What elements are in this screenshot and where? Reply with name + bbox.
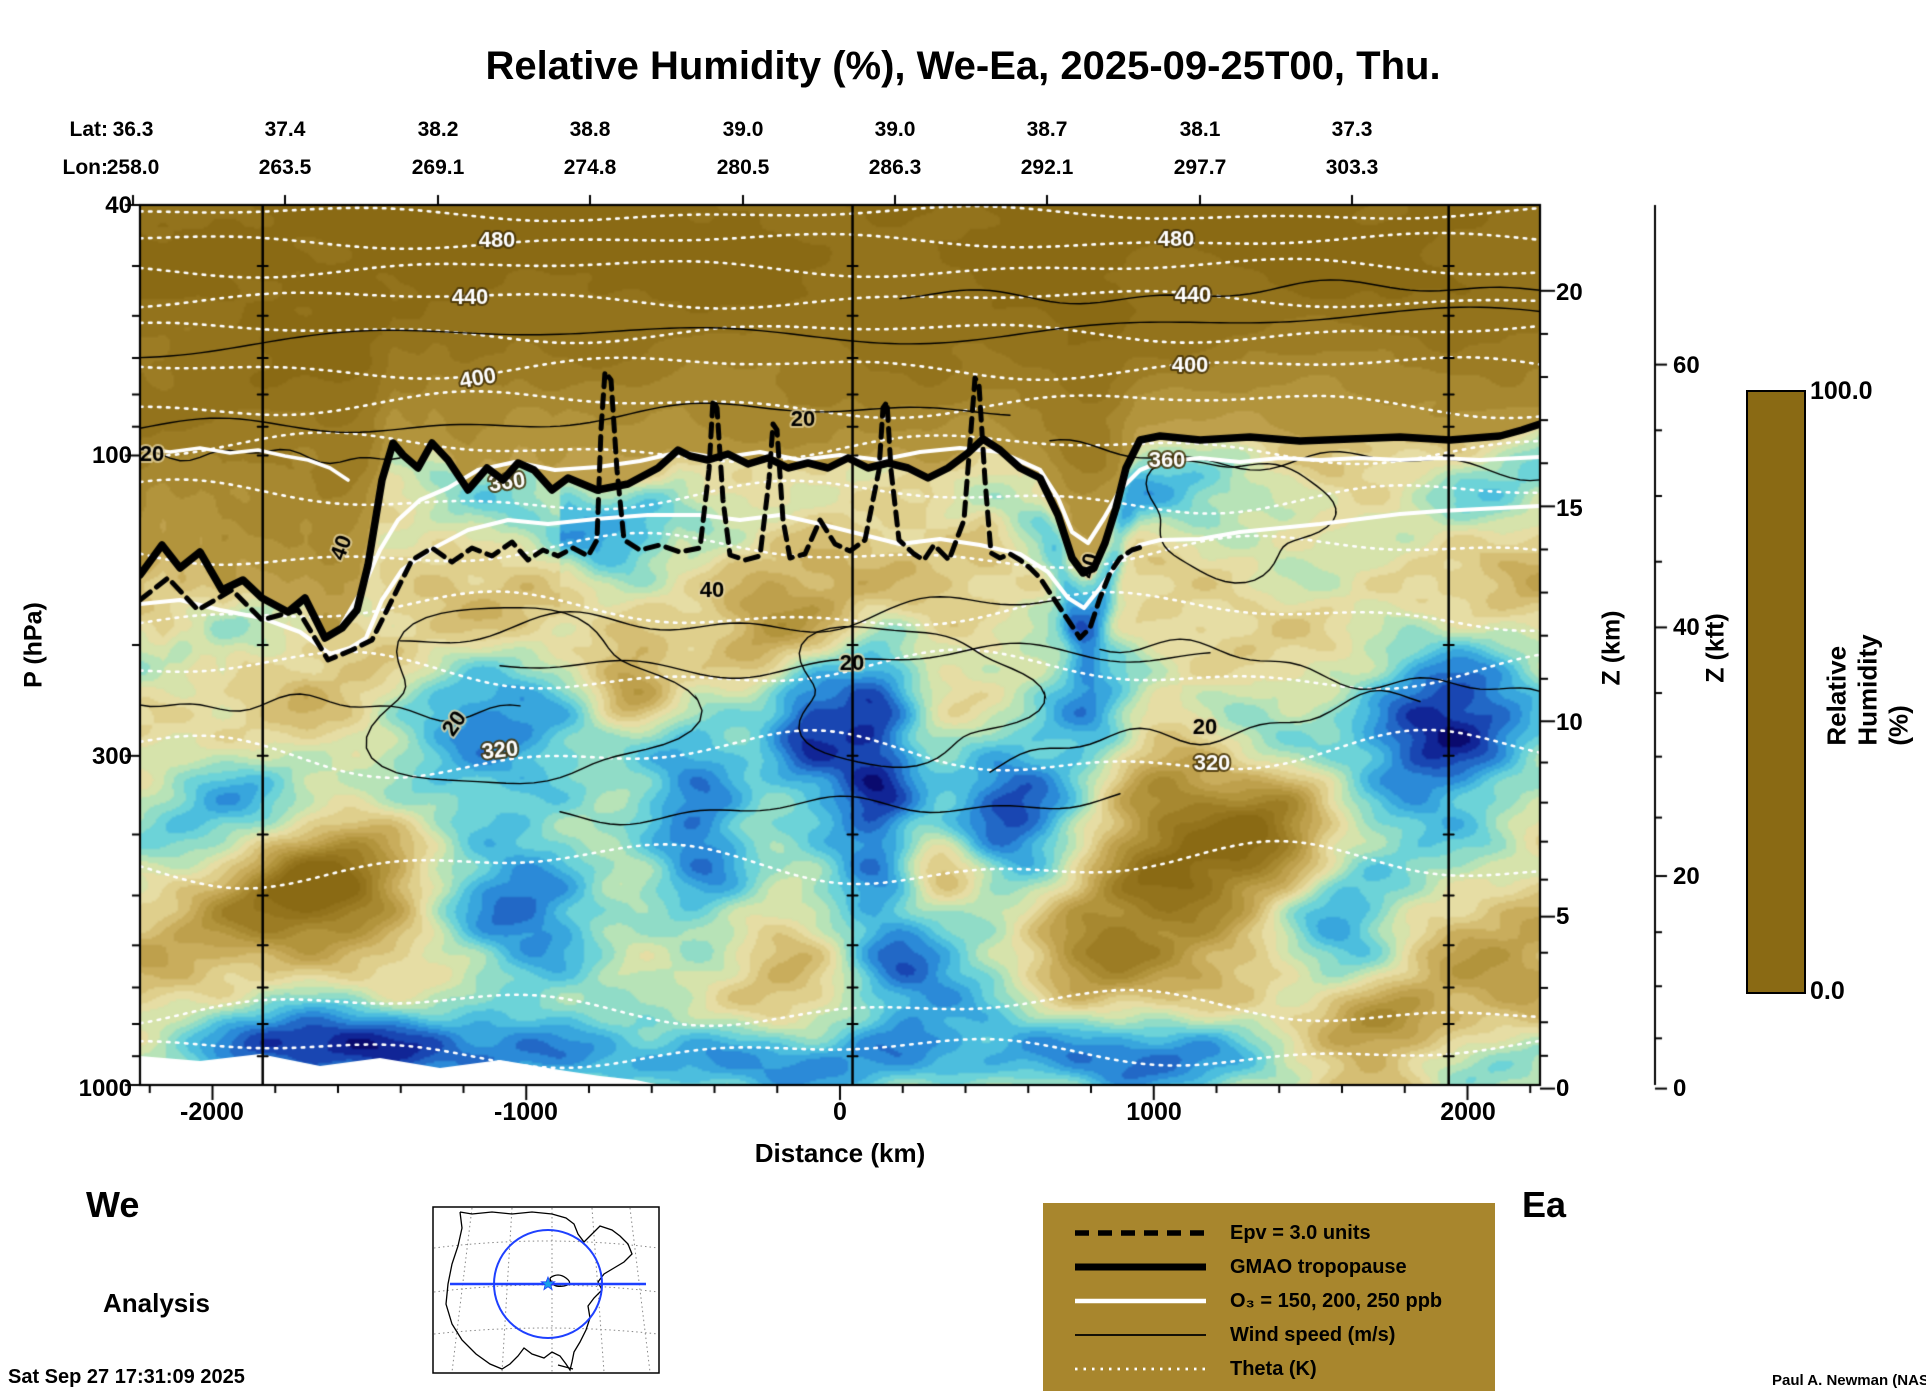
center-star-icon (540, 1275, 556, 1291)
p-axis-label: P (hPa) (19, 602, 48, 688)
timestamp: Sat Sep 27 17:31:09 2025 (8, 1366, 245, 1388)
lon-value: 258.0 (106, 156, 160, 179)
lon-value: 274.8 (563, 156, 617, 179)
tropopause-line-sample (1075, 1263, 1206, 1271)
legend-label: Theta (K) (1230, 1357, 1317, 1380)
lat-value: 38.7 (1026, 118, 1068, 141)
legend: Epv = 3.0 units GMAO tropopause O₃ = 150… (1043, 1203, 1495, 1391)
zkft-tick: 20 (1673, 863, 1700, 890)
legend-item: Epv = 3.0 units (1073, 1219, 1371, 1247)
legend-label: O₃ = 150, 200, 250 ppb (1230, 1289, 1443, 1312)
zkm-tick: 15 (1556, 495, 1583, 522)
west-endpoint-label: We (86, 1184, 140, 1225)
colorbar-min: 0.0 (1810, 977, 1845, 1005)
lat-value: 38.1 (1179, 118, 1221, 141)
x-tick: 2000 (1440, 1098, 1496, 1126)
lon-value: 297.7 (1173, 156, 1227, 179)
graticule-lines (433, 1207, 659, 1373)
zkft-tick: 0 (1673, 1075, 1687, 1102)
page-title: Relative Humidity (%), We-Ea, 2025-09-25… (485, 44, 1441, 88)
lat-value: 37.3 (1331, 118, 1373, 141)
lon-value: 263.5 (258, 156, 312, 179)
lon-value: 280.5 (716, 156, 770, 179)
ozone-line-sample (1075, 1298, 1206, 1304)
colorbar-max: 100.0 (1810, 377, 1873, 405)
x-tick: 1000 (1126, 1098, 1182, 1126)
zkft-axis-label: Z (kft) (1701, 613, 1730, 683)
zkft-tick: 40 (1673, 614, 1700, 641)
lat-value: 39.0 (722, 118, 764, 141)
legend-item: GMAO tropopause (1073, 1253, 1407, 1281)
lon-value: 286.3 (868, 156, 922, 179)
east-endpoint-label: Ea (1522, 1184, 1567, 1225)
x-tick: -1000 (494, 1098, 558, 1126)
p-tick: 40 (105, 192, 132, 219)
lat-value: 37.4 (264, 118, 306, 141)
lat-value: 36.3 (112, 118, 154, 141)
zkm-tick: 10 (1556, 709, 1583, 736)
map-frame (432, 1206, 660, 1374)
lat-value: 38.8 (569, 118, 611, 141)
zkm-tick: 20 (1556, 279, 1583, 306)
lon-value: 292.1 (1020, 156, 1074, 179)
p-tick: 300 (91, 743, 132, 770)
x-axis-label: Distance (km) (754, 1138, 926, 1168)
zkm-tick: 0 (1556, 1075, 1570, 1102)
colorbar-axis-label: Relative Humidity (%) (1821, 634, 1914, 746)
legend-label: Epv = 3.0 units (1230, 1221, 1371, 1244)
lat-value: 39.0 (874, 118, 916, 141)
legend-item: Wind speed (m/s) (1073, 1321, 1395, 1349)
cross-section-circle (493, 1229, 603, 1339)
lon-axis-label: Lon: (62, 156, 108, 179)
colorbar (1746, 390, 1806, 994)
legend-label: GMAO tropopause (1230, 1255, 1407, 1278)
lat-value: 38.2 (417, 118, 459, 141)
zkft-tick: 60 (1673, 352, 1700, 379)
lon-value: 269.1 (411, 156, 465, 179)
zkm-axis-label: Z (km) (1597, 610, 1626, 686)
legend-label: Wind speed (m/s) (1230, 1323, 1396, 1346)
legend-item: O₃ = 150, 200, 250 ppb (1073, 1287, 1442, 1315)
epv-line-sample (1075, 1230, 1206, 1236)
map-inset (432, 1206, 660, 1374)
analysis-label: Analysis (103, 1288, 210, 1318)
p-tick: 1000 (78, 1075, 132, 1102)
x-tick: -2000 (180, 1098, 244, 1126)
lat-axis-label: Lat: (69, 118, 109, 141)
wind-line-sample (1075, 1334, 1206, 1336)
legend-item: Theta (K) (1073, 1355, 1317, 1383)
zkm-tick: 5 (1556, 903, 1570, 930)
theta-line-sample (1075, 1367, 1206, 1371)
p-tick: 100 (91, 442, 132, 469)
credit: Paul A. Newman (NASA (1772, 1372, 1926, 1389)
lon-value: 303.3 (1325, 156, 1379, 179)
x-tick: 0 (833, 1098, 847, 1126)
